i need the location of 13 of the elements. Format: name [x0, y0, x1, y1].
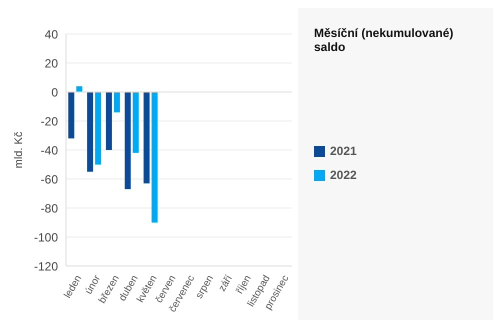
y-tick-label: -20 [40, 114, 58, 128]
y-tick-label: 0 [51, 85, 58, 100]
y-tick-label: -100 [34, 230, 58, 244]
y-tick-label: -120 [34, 259, 58, 274]
y-tick-label: -60 [40, 172, 58, 186]
y-axis-title: mld. Kč [12, 131, 25, 168]
y-tick-label: 40 [44, 27, 58, 42]
text: Měsíční (nekumulované) saldo [314, 26, 454, 54]
y-tick-label: -40 [40, 143, 58, 158]
legend-label: 2021 [329, 144, 358, 158]
legend-label: 2022 [329, 168, 358, 182]
y-tick-label: 20 [44, 56, 58, 70]
y-tick-label: -80 [40, 201, 58, 216]
